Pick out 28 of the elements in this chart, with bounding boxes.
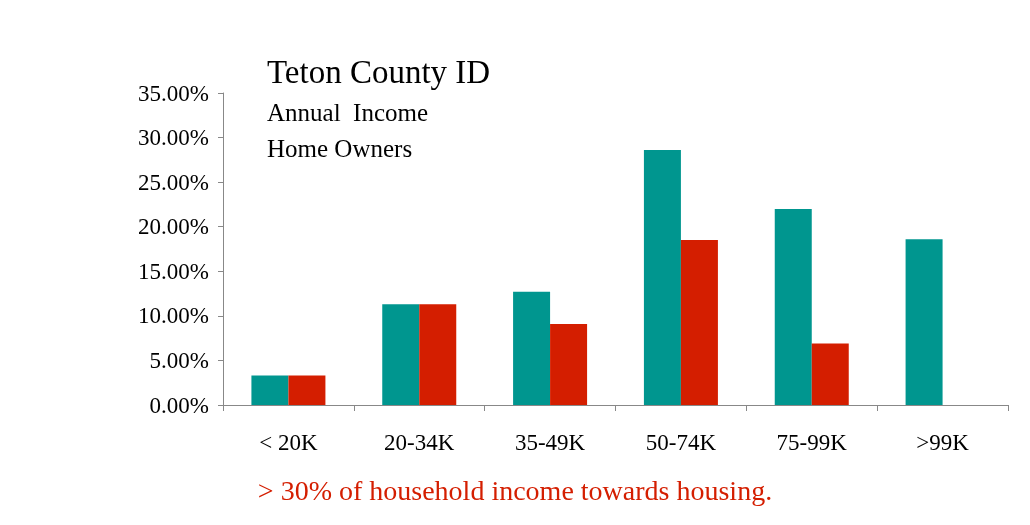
y-tick-label: 35.00% [138, 80, 209, 106]
y-tick-label: 5.00% [149, 347, 209, 373]
text: Annual Income Home Owners [267, 98, 429, 162]
x-tick-label: 35-49K [514, 430, 586, 455]
bar [811, 343, 849, 405]
y-tick-label: 30.00% [138, 125, 209, 151]
x-tick-label: >99K [916, 430, 970, 455]
bar [288, 375, 326, 405]
x-tick-label: < 20K [259, 430, 318, 455]
chart-title: Teton County ID [267, 53, 491, 90]
x-tick-label: 50-74K [645, 430, 717, 455]
bar [382, 304, 420, 405]
bar [550, 323, 588, 405]
bar [774, 208, 812, 405]
bar [680, 240, 718, 405]
bar [419, 304, 457, 405]
bar [251, 375, 289, 405]
text: > 30% of household income towards housing. [257, 474, 773, 506]
bar [905, 239, 943, 405]
bar [513, 291, 551, 405]
y-tick-label: 15.00% [138, 258, 209, 284]
y-tick-label: 25.00% [138, 169, 209, 195]
bar [643, 150, 681, 405]
y-tick-label: 0.00% [149, 392, 209, 418]
y-tick-label: 20.00% [138, 214, 209, 240]
y-tick-label: 10.00% [138, 303, 209, 329]
x-tick-label: 20-34K [384, 430, 455, 455]
x-tick-label: 75-99K [776, 430, 848, 455]
